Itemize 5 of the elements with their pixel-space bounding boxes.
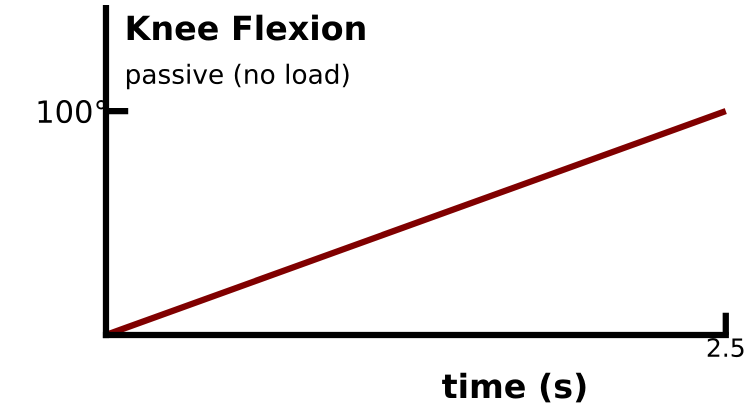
- chart-title: Knee Flexion: [128, 14, 365, 40]
- annotation: 100°: [38, 100, 106, 124]
- text: 2.5: [708, 338, 744, 358]
- x-axis-title: time (s): [442, 372, 586, 402]
- chart-subtitle: passive (no load): [126, 64, 349, 90]
